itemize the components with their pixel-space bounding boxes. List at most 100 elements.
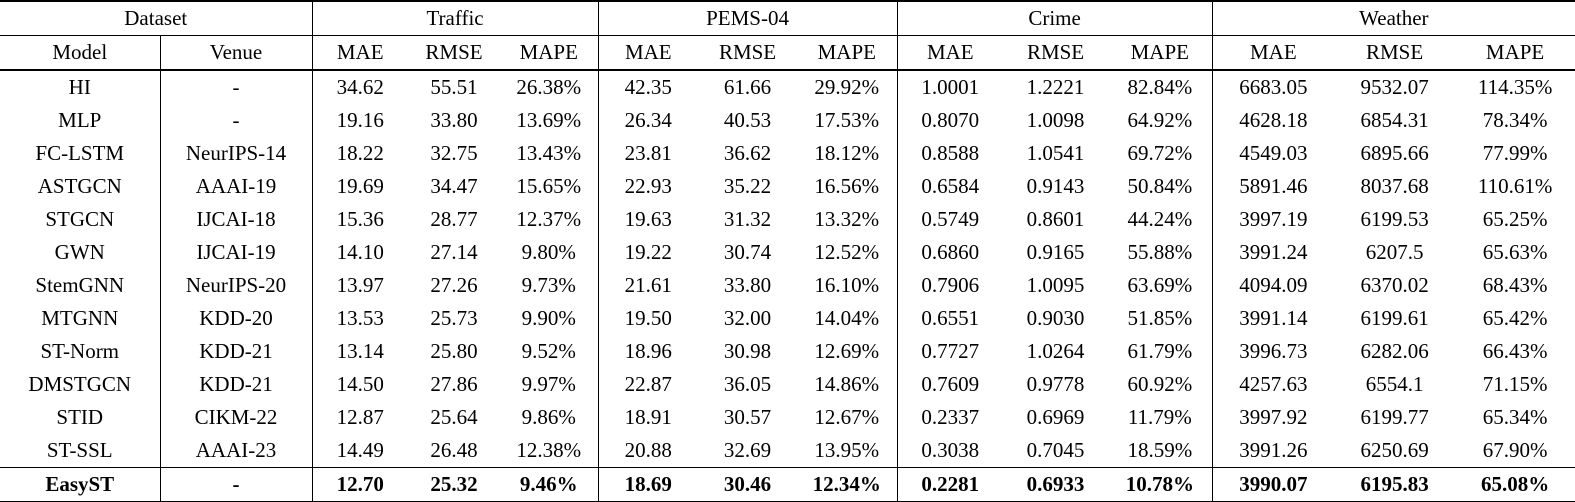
metric-cell: 0.8070	[921, 108, 980, 132]
metric-cell: 13.95%	[797, 434, 898, 468]
metric-cell: 19.69	[336, 174, 384, 198]
model-cell: HI	[0, 70, 161, 104]
metric-cell: 33.80	[723, 273, 772, 297]
venue-cell: NeurIPS-14	[160, 137, 313, 170]
metric-cell: 0.9143	[1026, 174, 1085, 198]
metric-cell: 110.61%	[1477, 174, 1553, 198]
metric-cell: 12.67%	[797, 401, 898, 434]
metric-cell: 6195.83	[1334, 467, 1456, 502]
metric-cell: 3996.73	[1239, 339, 1308, 363]
sub-header-row: Model Venue MAE RMSE MAPE MAE RMSE MAPE …	[0, 35, 1575, 71]
metric-cell: 36.05	[723, 372, 772, 396]
metric-cell: 50.84%	[1108, 170, 1213, 203]
metric-cell: 19.63	[624, 207, 672, 231]
table-row: HI -34.62 55.51 26.38% 42.35 61.66 29.92% 1.000…	[0, 70, 1575, 104]
metric-cell: 6895.66	[1360, 141, 1429, 165]
table-row: FC-LSTM NeurIPS-14 18.22 32.75 13.43% 23.81 36…	[0, 137, 1575, 170]
metric-cell: 18.91	[624, 405, 672, 429]
metric-cell: 19.16	[336, 108, 384, 132]
model-cell: MLP	[0, 104, 161, 137]
group-header-crime: Crime	[897, 1, 1213, 36]
metric-cell: 1.0001	[921, 75, 980, 99]
metric-cell: 31.32	[723, 207, 772, 231]
metric-cell: 9.73%	[500, 269, 599, 302]
metric-cell: 1.0098	[1026, 108, 1085, 132]
metric-cell: 40.53	[723, 108, 772, 132]
metric-cell: 14.49	[336, 438, 384, 462]
col-header-rmse-pems04: RMSE	[698, 35, 798, 71]
col-header-rmse-weather: RMSE	[1334, 35, 1456, 71]
metric-cell: 6854.31	[1360, 108, 1429, 132]
metric-cell: 26.38%	[500, 70, 599, 104]
metric-cell: 55.51	[430, 75, 478, 99]
metric-cell: 12.34%	[797, 467, 898, 502]
metric-cell: 3991.24	[1239, 240, 1308, 264]
col-header-mape-traffic: MAPE	[500, 35, 599, 71]
metric-cell: 23.81	[624, 141, 672, 165]
metric-cell: 35.22	[723, 174, 772, 198]
metric-cell: 0.6933	[1003, 467, 1109, 502]
venue-cell: CIKM-22	[160, 401, 313, 434]
metric-cell: 55.88%	[1108, 236, 1213, 269]
metric-cell: 32.75	[430, 141, 478, 165]
metric-cell: 18.69	[598, 467, 699, 502]
venue-cell: KDD-21	[160, 335, 313, 368]
venue-cell: AAAI-19	[160, 170, 313, 203]
metric-cell: 36.62	[723, 141, 772, 165]
metric-cell: 0.6860	[921, 240, 980, 264]
metric-cell: 18.12%	[797, 137, 898, 170]
metric-cell: 18.22	[336, 141, 384, 165]
metric-cell: 32.00	[723, 306, 772, 330]
metric-cell: 28.77	[430, 207, 478, 231]
metric-cell: 0.7609	[921, 372, 980, 396]
metric-cell: 4628.18	[1239, 108, 1308, 132]
venue-cell: IJCAI-19	[160, 236, 313, 269]
model-cell: DMSTGCN	[0, 368, 161, 401]
venue-cell: -	[160, 467, 313, 502]
metric-cell: 33.80	[430, 108, 478, 132]
model-cell: EasyST	[0, 467, 161, 502]
metric-cell: 3991.26	[1239, 438, 1308, 462]
model-cell: ST-Norm	[0, 335, 161, 368]
metric-cell: 0.9030	[1026, 306, 1085, 330]
metric-cell: 15.36	[336, 207, 384, 231]
metric-cell: 18.59%	[1108, 434, 1213, 468]
metric-cell: 10.78%	[1108, 467, 1213, 502]
venue-cell: KDD-21	[160, 368, 313, 401]
metric-cell: 14.86%	[797, 368, 898, 401]
metric-cell: 26.34	[624, 108, 672, 132]
metric-cell: 12.52%	[797, 236, 898, 269]
metric-cell: 14.04%	[797, 302, 898, 335]
metric-cell: 12.38%	[500, 434, 599, 468]
metric-cell: 14.10	[336, 240, 384, 264]
metric-cell: 114.35%	[1477, 75, 1553, 99]
col-header-rmse-traffic: RMSE	[408, 35, 501, 71]
metric-cell: 21.61	[624, 273, 672, 297]
metric-cell: 25.73	[430, 306, 478, 330]
metric-cell: 61.66	[723, 75, 772, 99]
model-cell: STGCN	[0, 203, 161, 236]
group-header-row: Dataset Traffic PEMS-04 Crime Weather	[0, 1, 1575, 36]
metric-cell: 14.50	[336, 372, 384, 396]
metric-cell: 65.42%	[1482, 306, 1548, 330]
metric-cell: 0.8588	[921, 141, 980, 165]
col-header-rmse-crime: RMSE	[1003, 35, 1109, 71]
metric-cell: 0.6969	[1026, 405, 1085, 429]
metric-cell: 0.2281	[897, 467, 1004, 502]
model-cell: STID	[0, 401, 161, 434]
metric-cell: 34.62	[336, 75, 384, 99]
metric-cell: 12.69%	[797, 335, 898, 368]
metric-cell: 19.22	[624, 240, 672, 264]
metric-cell: 0.3038	[921, 438, 980, 462]
metric-cell: 30.98	[723, 339, 772, 363]
table-row: ST-SSL AAAI-23 14.49 26.48 12.38% 20.88 32.69 1…	[0, 434, 1575, 468]
col-header-mae-pems04: MAE	[598, 35, 699, 71]
metric-cell: 9532.07	[1360, 75, 1429, 99]
metric-cell: 63.69%	[1108, 269, 1213, 302]
metric-cell: 13.97	[336, 273, 384, 297]
metric-cell: 1.0541	[1026, 141, 1085, 165]
model-cell: MTGNN	[0, 302, 161, 335]
metric-cell: 0.6551	[921, 306, 980, 330]
metric-cell: 6282.06	[1360, 339, 1429, 363]
